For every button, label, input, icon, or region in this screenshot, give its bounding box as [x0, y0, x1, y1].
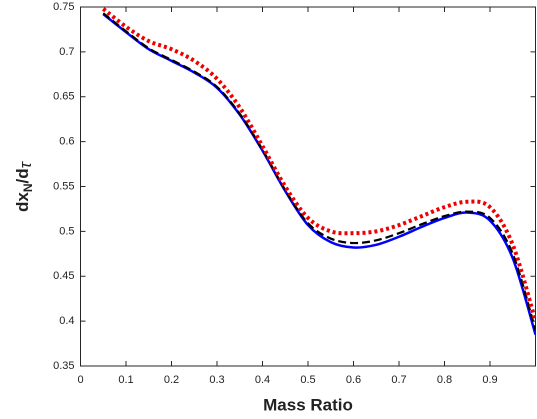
- y-tick-label: 0.75: [53, 1, 74, 13]
- y-label-part: τ: [16, 160, 35, 168]
- y-tick-label: 0.35: [53, 360, 74, 372]
- x-tick-label: 0.8: [437, 374, 452, 386]
- x-tick-label: 0.6: [346, 374, 361, 386]
- y-label-part: dx: [13, 192, 32, 212]
- x-tick-label: 0.2: [164, 374, 179, 386]
- y-tick-label: 0.4: [59, 315, 74, 327]
- x-axis-label: Mass Ratio: [263, 395, 353, 414]
- plot-area: [80, 6, 536, 367]
- y-tick-label: 0.7: [59, 46, 74, 58]
- y-tick-label: 0.65: [53, 91, 74, 103]
- x-tick-label: 0.5: [300, 374, 315, 386]
- y-tick-label: 0.45: [53, 270, 74, 282]
- x-tick-label: 0.4: [255, 374, 270, 386]
- y-label-part: /d: [13, 168, 32, 183]
- series-line: [102, 7, 536, 322]
- y-tick-label: 0.5: [59, 225, 74, 237]
- y-label-part: N: [21, 183, 35, 192]
- x-tick-label: 0.1: [118, 374, 133, 386]
- y-tick-label: 0.55: [53, 180, 74, 192]
- x-tick-label: 0: [77, 374, 83, 386]
- y-axis-label: dxN/dτ: [13, 160, 35, 212]
- series-line: [102, 12, 536, 331]
- y-tick-label: 0.6: [59, 136, 74, 148]
- x-tick-label: 0.3: [209, 374, 224, 386]
- x-tick-label: 0.9: [482, 374, 497, 386]
- x-tick-label: 0.7: [391, 374, 406, 386]
